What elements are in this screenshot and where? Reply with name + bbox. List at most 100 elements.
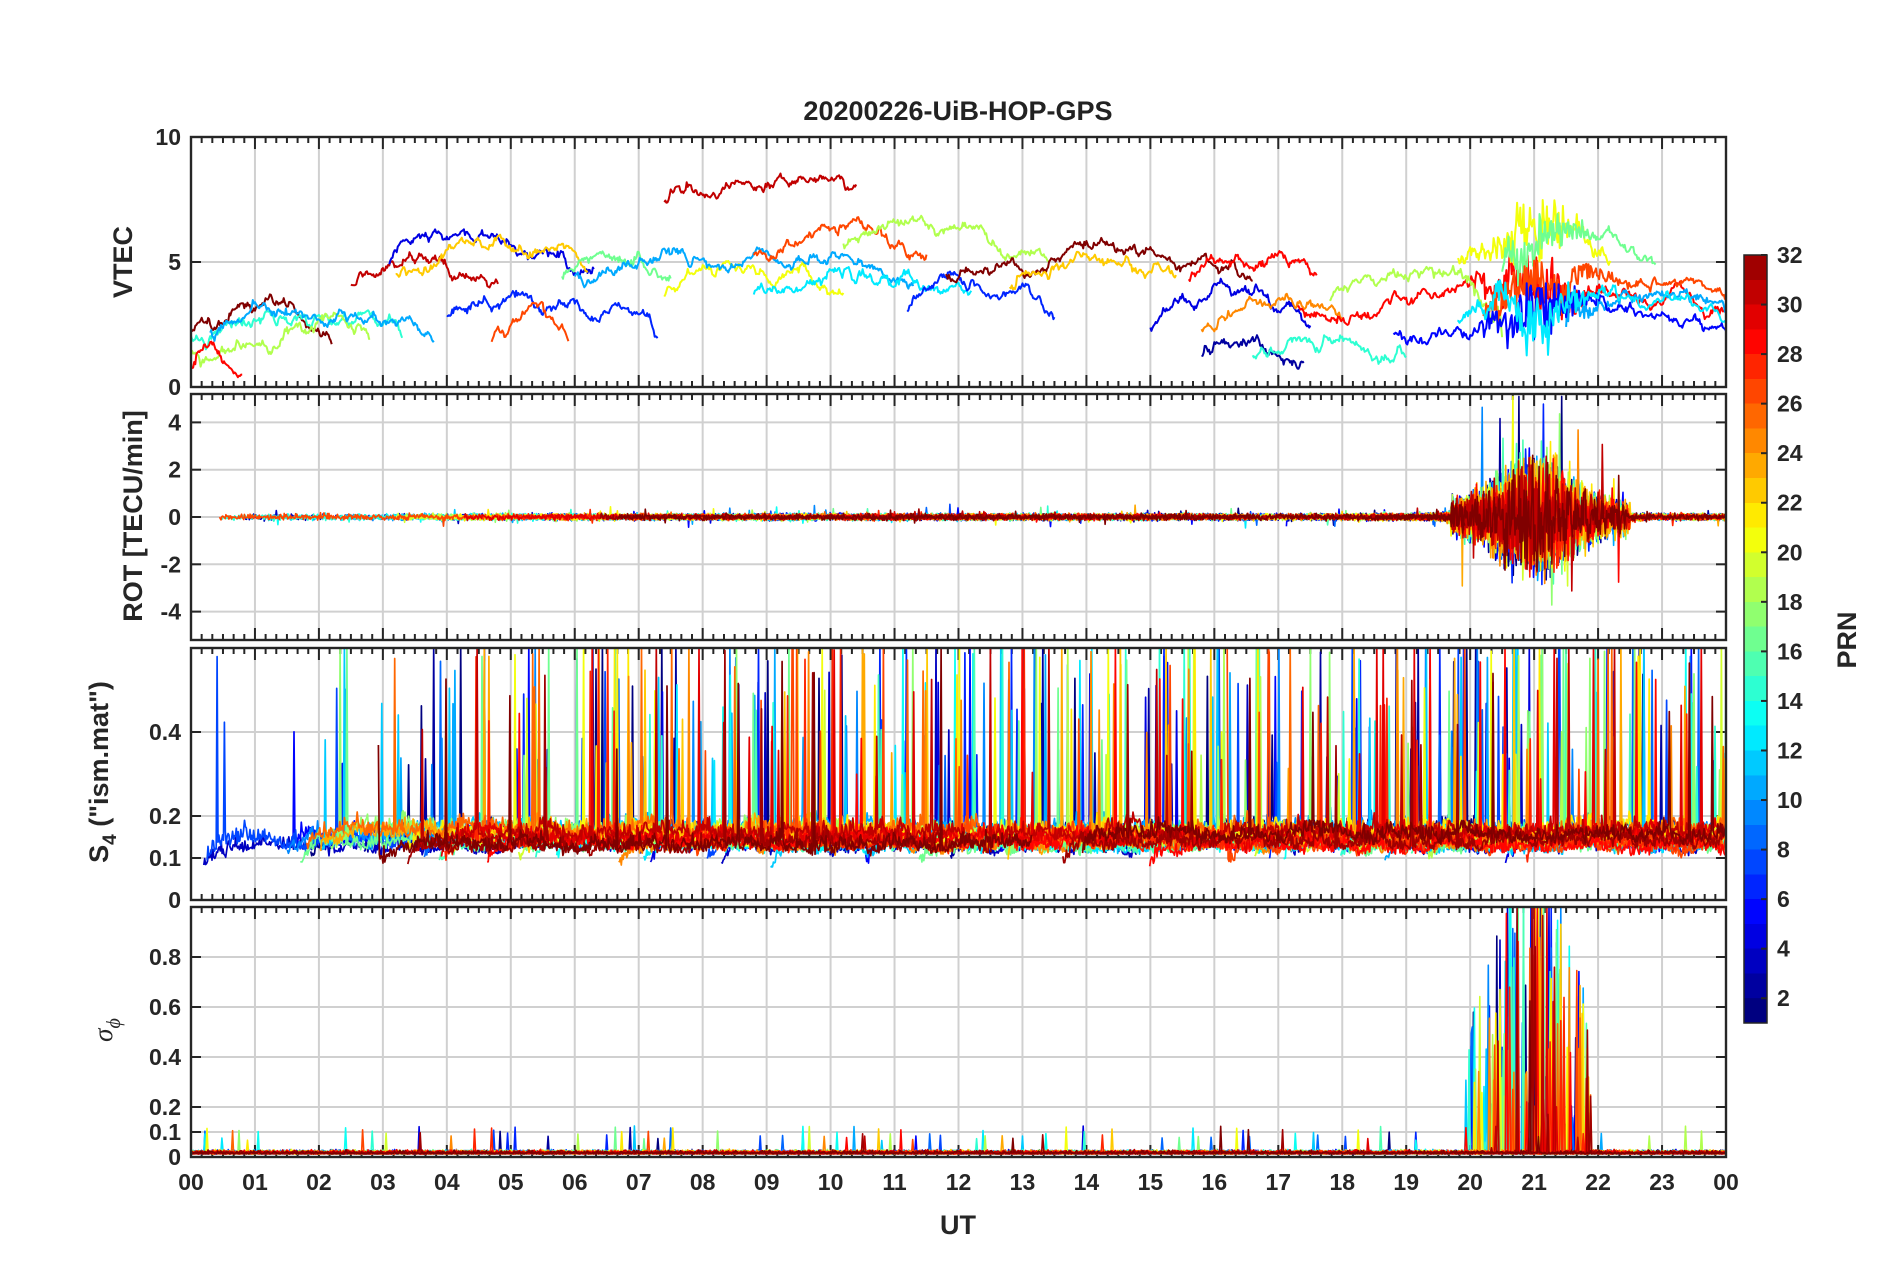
s4-series-prn-31-seg-1 [1062, 679, 1726, 864]
x-tick-label: 09 [754, 1169, 780, 1195]
s4-axis-label-rest: ("ism.mat") [84, 681, 114, 834]
x-tick-label: 08 [690, 1169, 716, 1195]
x-tick-label: 00 [178, 1169, 204, 1195]
y-tick-label: 0.1 [149, 1119, 181, 1145]
colorbar-tick-label: 18 [1777, 589, 1803, 615]
panel-frame [189, 392, 1728, 642]
vtec-series-prn-10 [573, 246, 915, 290]
vtec-series-prn-24 [1200, 292, 1344, 333]
rot-axis-label: ROT [TECU/min] [118, 410, 148, 621]
panel-series-group [191, 172, 1726, 379]
x-tick-label: 02 [306, 1169, 332, 1195]
y-tick-label: 0 [168, 1144, 181, 1170]
vtec-series-prn-4 [1149, 277, 1312, 332]
x-tick-label: 23 [1649, 1169, 1675, 1195]
y-tick-label: 5 [168, 249, 181, 275]
y-tick-label: 0.8 [149, 944, 181, 970]
vtec-series-prn-14 [191, 309, 404, 351]
colorbar-tick-label: 20 [1777, 539, 1803, 565]
sigma-axis-label-main: σ [88, 1027, 118, 1042]
vtec-series-prn-6 [906, 270, 1056, 321]
vtec-series-prn-6 [446, 289, 659, 339]
vtec-series-prn-28 [1297, 249, 1726, 326]
s4-series-prn-32-seg-0 [377, 648, 1033, 864]
vtec-series-prn-28 [1187, 250, 1318, 282]
vtec-series-prn-16 [561, 250, 672, 282]
vtec-series-prn-18 [842, 214, 1049, 263]
colorbar-tick-label: 12 [1777, 737, 1803, 763]
vtec-series-prn-12 [1457, 279, 1726, 357]
rot-series-prn-32-seg-1 [1374, 454, 1726, 572]
vtec-series-prn-18 [1329, 264, 1504, 338]
vtec-panel: 0 5 10 [155, 124, 1728, 400]
x-tick-label: 10 [818, 1169, 844, 1195]
x-tick-label: 00 [1713, 1169, 1739, 1195]
vtec-series-prn-10 [1565, 288, 1726, 327]
x-tick-labels: 00 01 02 03 04 05 06 07 08 09 10 11 12 13 14 15 16 17 18 19… [178, 1169, 1739, 1195]
x-tick-label: 13 [1010, 1169, 1036, 1195]
s4-series-prn-32-seg-1 [1081, 662, 1726, 854]
panel-frame [189, 646, 1728, 902]
vtec-series-prn-14 [1251, 334, 1407, 365]
rot-panel: -4 -2 0 2 4 [161, 392, 1728, 642]
x-tick-label: 07 [626, 1169, 652, 1195]
panel-series-group [191, 907, 1726, 1155]
y-tick-label: -2 [161, 551, 181, 577]
y-tick-label: 10 [155, 124, 181, 150]
x-tick-label: 05 [498, 1169, 524, 1195]
colorbar-tick-label: 26 [1777, 391, 1803, 417]
x-tick-label: 04 [434, 1169, 460, 1195]
x-tick-label: 18 [1329, 1169, 1355, 1195]
x-tick-label: 12 [946, 1169, 972, 1195]
x-tick-label: 16 [1202, 1169, 1228, 1195]
x-tick-label: 17 [1265, 1169, 1291, 1195]
colorbar-tick-label: 28 [1777, 341, 1803, 367]
panel-frame [189, 135, 1728, 389]
y-tick-label: 0.4 [149, 719, 181, 745]
x-tick-label: 21 [1521, 1169, 1547, 1195]
colorbar-tick-label: 24 [1777, 440, 1803, 466]
s4-axis-label: S4 ("ism.mat") [84, 681, 121, 863]
colorbar-label: PRN [1832, 611, 1862, 668]
y-tick-label: 2 [168, 457, 181, 483]
y-tick-label: 0.4 [149, 1044, 181, 1070]
y-tick-label: 0 [168, 374, 181, 400]
colorbar-scale [1743, 254, 1768, 1024]
x-tick-label: 15 [1138, 1169, 1164, 1195]
panel-series-group [202, 648, 1726, 868]
s4-series-prn-30-seg-0 [415, 648, 966, 852]
y-tick-label: 0.6 [149, 994, 181, 1020]
chart-title: 20200226-UiB-HOP-GPS [803, 96, 1112, 126]
colorbar-tick-label: 16 [1777, 638, 1803, 664]
x-tick-label: 01 [242, 1169, 268, 1195]
vtec-series-prn-16 [1501, 213, 1657, 294]
x-tick-label: 06 [562, 1169, 588, 1195]
x-tick-label: 19 [1393, 1169, 1419, 1195]
s4-panel: 0 0.1 0.2 0.4 [149, 646, 1728, 913]
s4-axis-label-sub: 4 [100, 834, 121, 845]
vtec-axis-label: VTEC [108, 226, 138, 298]
sigma-phi-panel: 00.10.2 0.4 0.6 0.8 [149, 905, 1728, 1170]
x-tick-label: 14 [1074, 1169, 1100, 1195]
sigma-phi-axis-label: σϕ [88, 1018, 125, 1042]
y-tick-label: 0.2 [149, 803, 181, 829]
vtec-series-prn-22 [395, 233, 589, 278]
vtec-series-prn-12 [752, 266, 973, 296]
panel-frame [189, 905, 1728, 1159]
x-axis-label: UT [940, 1210, 976, 1240]
colorbar-tick-label: 2 [1777, 985, 1790, 1011]
x-tick-label: 20 [1457, 1169, 1483, 1195]
colorbar-tick-label: 32 [1777, 242, 1803, 268]
vtec-series-prn-26 [1482, 259, 1726, 326]
y-tick-label: 0.2 [149, 1094, 181, 1120]
x-tick-label: 11 [882, 1169, 907, 1195]
y-tick-label: -4 [161, 599, 182, 625]
rot-series-prn-32-seg-0 [617, 504, 1466, 534]
vtec-series-prn-20 [1457, 199, 1612, 266]
vtec-series-prn-30 [663, 172, 858, 204]
y-tick-label: 0 [168, 887, 181, 913]
y-tick-label: 0.1 [149, 845, 181, 871]
vtec-series-prn-22 [1008, 250, 1177, 291]
